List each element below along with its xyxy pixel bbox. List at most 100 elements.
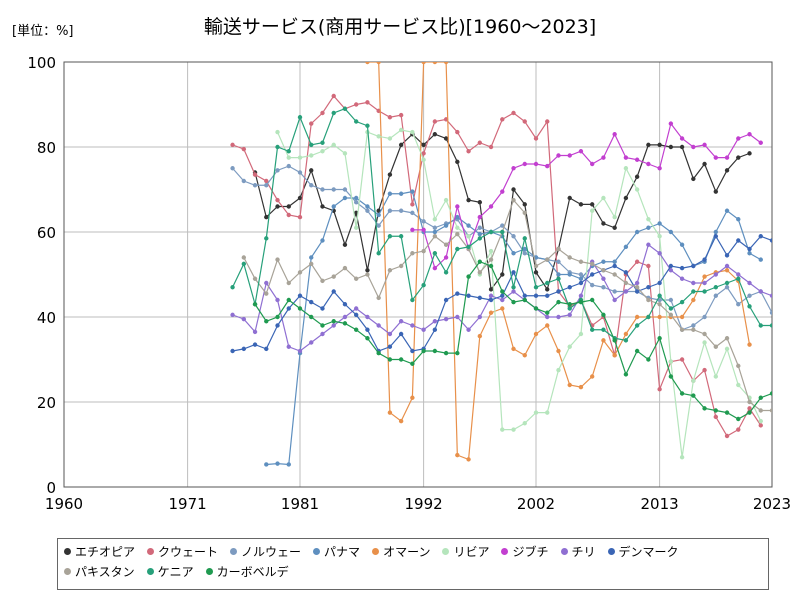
data-point [264, 178, 269, 184]
data-point [365, 327, 370, 332]
data-point [724, 168, 730, 173]
data-point [578, 276, 584, 281]
data-point [309, 121, 314, 126]
data-point [522, 353, 527, 358]
data-point [432, 62, 438, 65]
data-point [320, 204, 325, 209]
data-point [410, 297, 415, 303]
data-point [724, 280, 730, 286]
data-point [601, 268, 606, 273]
data-point [758, 423, 763, 428]
data-point [612, 353, 617, 358]
data-point [747, 246, 752, 252]
data-point [589, 272, 595, 277]
data-point [230, 166, 235, 171]
data-point [578, 149, 584, 154]
data-point [398, 357, 404, 362]
data-point [691, 280, 696, 286]
legend-label: カーボベルデ [216, 564, 289, 579]
data-point [533, 306, 539, 311]
data-point [601, 221, 606, 226]
data-point [264, 319, 269, 324]
data-point [634, 229, 640, 235]
data-point [545, 323, 550, 328]
data-point [657, 336, 662, 341]
data-point [545, 410, 550, 415]
data-point [387, 268, 393, 273]
data-point [634, 285, 640, 290]
data-point [488, 287, 494, 292]
data-point [230, 312, 235, 318]
data-point [657, 302, 662, 307]
data-point [432, 217, 438, 222]
data-point [421, 219, 426, 224]
data-point [432, 229, 438, 235]
data-point [320, 306, 325, 311]
data-point [522, 421, 527, 426]
data-point [724, 433, 730, 439]
data-point [477, 236, 483, 241]
data-point [477, 200, 483, 205]
data-point [466, 293, 471, 298]
data-point [691, 289, 696, 294]
data-point [331, 323, 336, 328]
data-point [275, 144, 280, 150]
data-point [286, 306, 291, 311]
data-point [342, 321, 348, 326]
data-point [376, 323, 381, 328]
data-point [758, 408, 763, 413]
data-point [365, 204, 370, 209]
data-point [297, 293, 303, 298]
data-point [252, 183, 258, 188]
legend-item: リビア [442, 541, 489, 561]
data-point [589, 282, 595, 288]
data-point [432, 319, 438, 324]
data-point [320, 278, 325, 284]
data-point [455, 246, 460, 252]
data-point [275, 314, 280, 320]
data-point [601, 155, 606, 160]
data-point [691, 176, 696, 182]
data-point [679, 357, 685, 362]
data-point [365, 272, 370, 277]
data-point [511, 187, 516, 192]
data-point [702, 280, 707, 286]
data-point [612, 297, 617, 303]
data-point [736, 272, 741, 277]
data-point [556, 289, 561, 294]
data-point [376, 223, 381, 228]
data-point [376, 350, 381, 356]
data-point [320, 331, 325, 337]
data-point [398, 208, 404, 213]
data-point [275, 257, 280, 262]
data-point [567, 255, 572, 260]
data-point [477, 333, 483, 339]
data-point [432, 225, 438, 230]
data-point [387, 331, 393, 337]
data-point [443, 316, 449, 322]
data-point [522, 246, 527, 252]
data-point [634, 280, 640, 286]
data-point [477, 231, 483, 237]
legend-item: デンマーク [607, 541, 679, 561]
data-point [286, 155, 291, 160]
data-point [646, 161, 651, 167]
y-tick-label: 60 [37, 224, 56, 242]
data-point [578, 299, 584, 305]
data-point [477, 295, 483, 301]
x-tick-label: 2002 [517, 495, 555, 513]
data-point [578, 202, 584, 207]
data-point [724, 410, 730, 415]
data-point [432, 327, 438, 332]
data-point [230, 142, 235, 148]
data-point [634, 174, 640, 179]
data-point [309, 183, 314, 188]
data-point [410, 210, 415, 216]
data-point [533, 410, 539, 415]
data-point [376, 295, 381, 301]
data-point [466, 457, 471, 462]
data-point [230, 348, 235, 354]
x-tick-label: 1971 [169, 495, 207, 513]
data-point [747, 251, 752, 256]
data-point [634, 289, 640, 294]
